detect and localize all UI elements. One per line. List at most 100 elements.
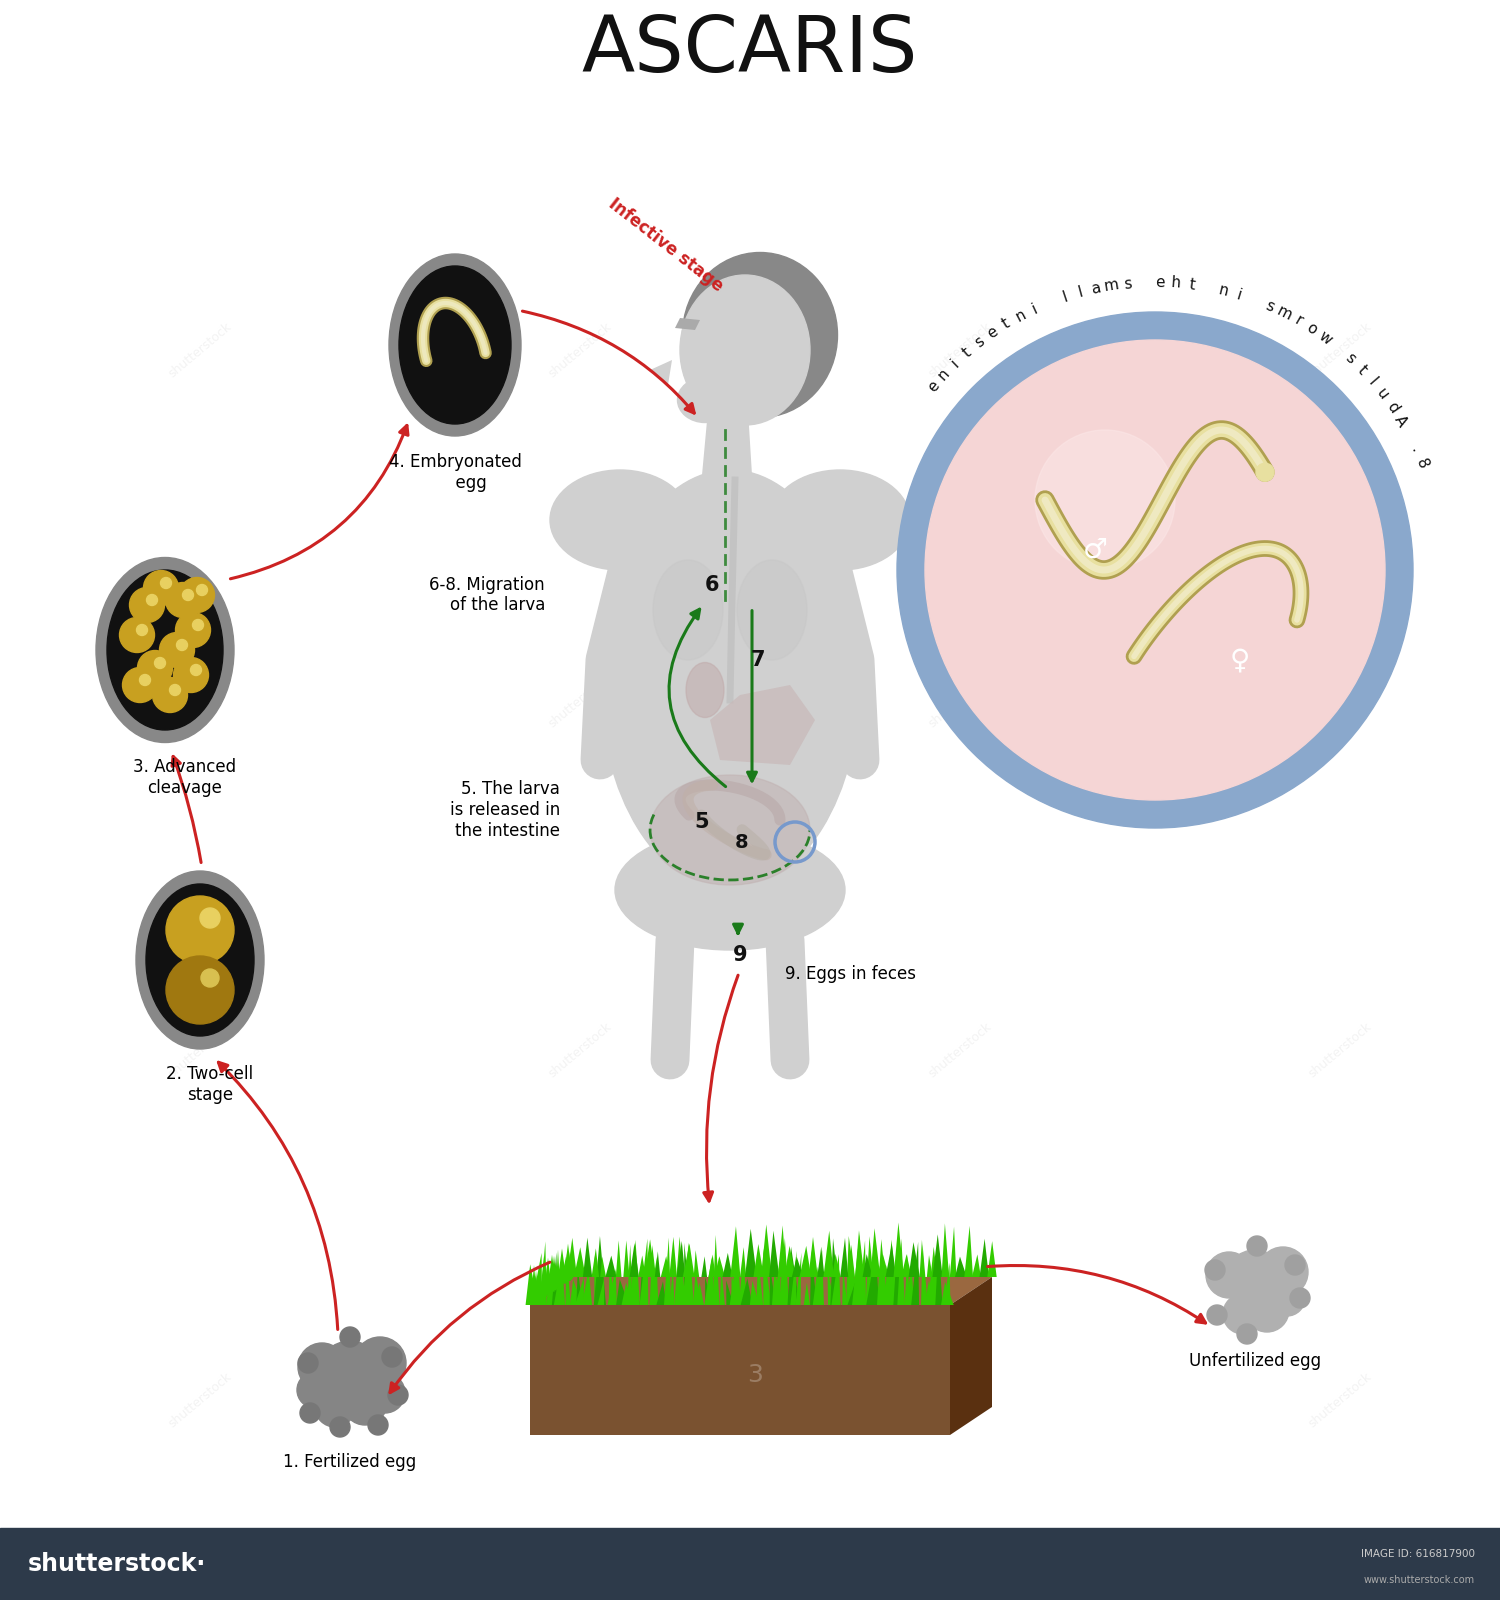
- Text: shutterstock: shutterstock: [926, 1019, 994, 1080]
- Polygon shape: [732, 1275, 741, 1306]
- Circle shape: [1238, 1325, 1257, 1344]
- Text: shutterstock: shutterstock: [926, 670, 994, 730]
- Polygon shape: [920, 1240, 924, 1277]
- Polygon shape: [885, 1245, 896, 1277]
- Polygon shape: [645, 1240, 656, 1277]
- Text: 8: 8: [1413, 458, 1431, 472]
- Polygon shape: [933, 1234, 942, 1277]
- Polygon shape: [570, 1280, 582, 1306]
- Circle shape: [897, 312, 1413, 829]
- Text: 2. Two-cell
stage: 2. Two-cell stage: [166, 1066, 254, 1104]
- Polygon shape: [924, 1280, 933, 1306]
- Text: t: t: [1188, 277, 1196, 293]
- Circle shape: [1206, 1251, 1252, 1298]
- Circle shape: [1208, 1306, 1227, 1325]
- Polygon shape: [764, 1248, 771, 1306]
- Polygon shape: [550, 1262, 561, 1288]
- Polygon shape: [556, 1269, 562, 1285]
- Circle shape: [1290, 1288, 1310, 1309]
- Polygon shape: [862, 1254, 873, 1277]
- Polygon shape: [902, 1254, 912, 1277]
- Polygon shape: [705, 1258, 716, 1306]
- Polygon shape: [546, 1272, 555, 1291]
- Polygon shape: [894, 1222, 904, 1277]
- Polygon shape: [560, 1264, 568, 1282]
- FancyArrowPatch shape: [522, 310, 694, 413]
- Polygon shape: [840, 1238, 849, 1277]
- Ellipse shape: [96, 557, 234, 742]
- Text: 8: 8: [735, 832, 748, 851]
- Polygon shape: [729, 1250, 741, 1306]
- Ellipse shape: [600, 470, 859, 890]
- Circle shape: [176, 613, 210, 648]
- Circle shape: [165, 907, 190, 933]
- Polygon shape: [897, 1238, 904, 1306]
- Polygon shape: [927, 1254, 933, 1277]
- Circle shape: [1204, 1261, 1225, 1280]
- Polygon shape: [726, 1280, 734, 1306]
- Text: t: t: [1000, 315, 1012, 331]
- Circle shape: [120, 618, 154, 653]
- Text: shutterstock: shutterstock: [926, 320, 994, 381]
- Polygon shape: [710, 685, 815, 765]
- Circle shape: [210, 987, 236, 1013]
- Polygon shape: [795, 1253, 801, 1306]
- Polygon shape: [921, 1245, 928, 1306]
- Circle shape: [177, 640, 188, 651]
- Polygon shape: [638, 1256, 646, 1277]
- Polygon shape: [650, 360, 672, 386]
- Circle shape: [1258, 1246, 1308, 1298]
- Text: www.shutterstock.com: www.shutterstock.com: [1364, 1574, 1474, 1586]
- Polygon shape: [942, 1224, 950, 1277]
- Circle shape: [1246, 1235, 1268, 1256]
- Text: i: i: [1234, 288, 1244, 302]
- Text: 7: 7: [750, 650, 765, 670]
- Text: s: s: [1124, 275, 1132, 291]
- Ellipse shape: [136, 870, 264, 1050]
- Polygon shape: [600, 1256, 606, 1277]
- Polygon shape: [693, 1272, 702, 1306]
- Polygon shape: [760, 1224, 772, 1277]
- Circle shape: [200, 909, 220, 928]
- Circle shape: [144, 571, 178, 605]
- Polygon shape: [865, 1237, 876, 1306]
- Text: 6: 6: [705, 574, 720, 595]
- Polygon shape: [885, 1240, 898, 1306]
- Polygon shape: [570, 1254, 574, 1277]
- Polygon shape: [550, 1256, 558, 1290]
- Text: s: s: [1342, 350, 1358, 366]
- Polygon shape: [940, 1282, 954, 1306]
- Polygon shape: [627, 1245, 633, 1306]
- Ellipse shape: [686, 662, 724, 717]
- Polygon shape: [543, 1266, 549, 1294]
- Polygon shape: [987, 1242, 996, 1277]
- Circle shape: [178, 898, 206, 923]
- Polygon shape: [842, 1269, 848, 1306]
- Polygon shape: [904, 1254, 910, 1306]
- Circle shape: [123, 667, 158, 702]
- Text: shutterstock: shutterstock: [926, 1370, 994, 1430]
- Text: Unfertilized egg: Unfertilized egg: [1190, 1352, 1322, 1370]
- Polygon shape: [972, 1254, 981, 1277]
- Circle shape: [159, 632, 195, 667]
- Polygon shape: [639, 1238, 648, 1306]
- Polygon shape: [855, 1230, 864, 1277]
- Polygon shape: [847, 1282, 859, 1306]
- Text: shutterstock: shutterstock: [546, 670, 614, 730]
- Ellipse shape: [682, 253, 837, 418]
- Text: ♂: ♂: [1083, 536, 1107, 565]
- Polygon shape: [831, 1238, 840, 1306]
- Text: m: m: [1274, 302, 1294, 323]
- Polygon shape: [740, 1246, 746, 1277]
- Polygon shape: [556, 1248, 567, 1283]
- Polygon shape: [525, 1264, 538, 1306]
- Text: s: s: [972, 334, 987, 350]
- Circle shape: [388, 1386, 408, 1405]
- Polygon shape: [831, 1254, 840, 1306]
- Polygon shape: [885, 1266, 892, 1306]
- Text: n: n: [1216, 282, 1230, 299]
- Polygon shape: [531, 1266, 537, 1302]
- Circle shape: [160, 578, 171, 589]
- Text: n: n: [936, 366, 952, 384]
- Text: e: e: [924, 378, 942, 395]
